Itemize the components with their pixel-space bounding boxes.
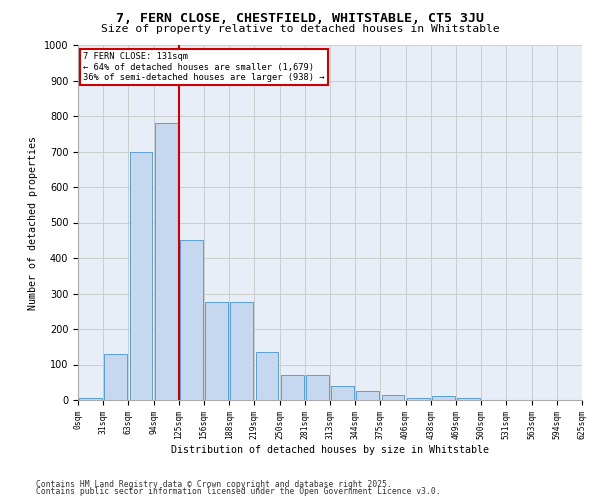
Y-axis label: Number of detached properties: Number of detached properties [28,136,38,310]
Bar [331,386,354,400]
Bar [155,123,178,400]
Bar [382,394,404,400]
Text: Contains public sector information licensed under the Open Government Licence v3: Contains public sector information licen… [36,487,440,496]
Bar [356,391,379,400]
Bar [205,302,228,400]
Bar [130,152,152,400]
Bar [256,352,278,400]
Bar [79,398,102,400]
Text: Size of property relative to detached houses in Whitstable: Size of property relative to detached ho… [101,24,499,34]
Bar [457,398,480,400]
Text: Contains HM Land Registry data © Crown copyright and database right 2025.: Contains HM Land Registry data © Crown c… [36,480,392,489]
Text: 7, FERN CLOSE, CHESTFIELD, WHITSTABLE, CT5 3JU: 7, FERN CLOSE, CHESTFIELD, WHITSTABLE, C… [116,12,484,26]
Bar [432,396,455,400]
Text: 7 FERN CLOSE: 131sqm
← 64% of detached houses are smaller (1,679)
36% of semi-de: 7 FERN CLOSE: 131sqm ← 64% of detached h… [83,52,325,82]
Bar [104,354,127,400]
Bar [281,375,304,400]
Bar [306,375,329,400]
Bar [180,240,203,400]
Bar [230,302,253,400]
X-axis label: Distribution of detached houses by size in Whitstable: Distribution of detached houses by size … [171,444,489,454]
Bar [407,398,430,400]
